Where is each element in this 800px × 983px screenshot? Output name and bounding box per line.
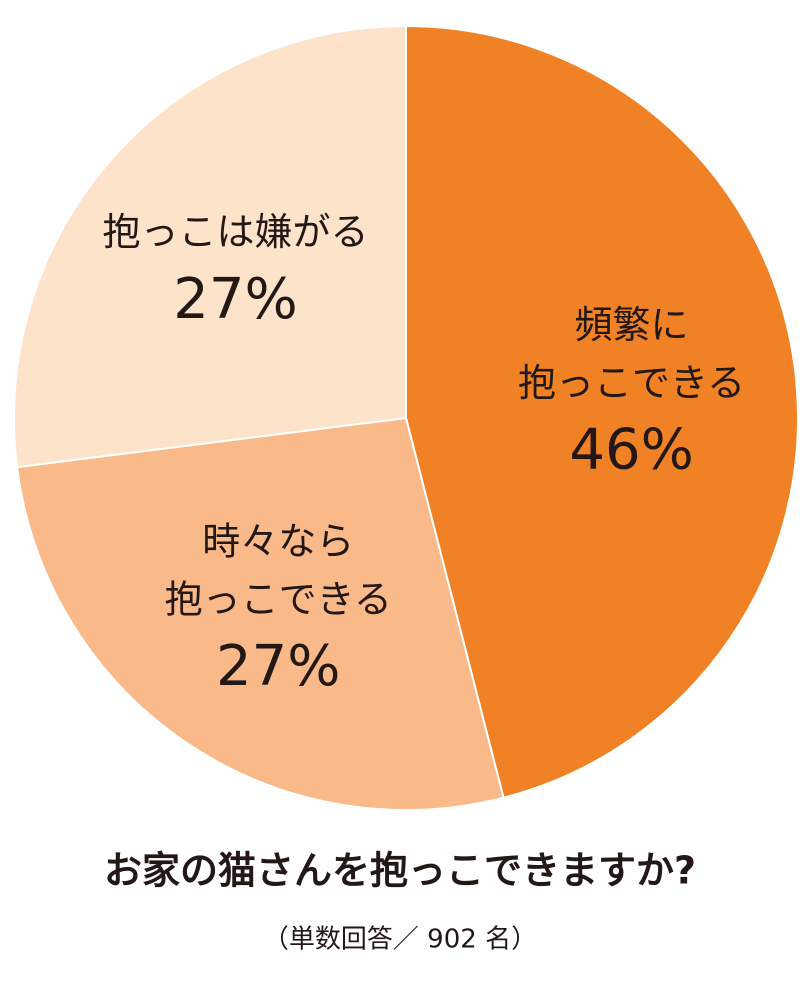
slice-label: 抱っこできる xyxy=(165,578,392,622)
chart-title: お家の猫さんを抱っこできますか? xyxy=(104,849,696,893)
pie-slice xyxy=(13,24,407,469)
value-label: 46% xyxy=(569,418,693,483)
slice-label: 抱っこできる xyxy=(518,361,745,405)
slice-label: 頻繁に xyxy=(575,303,689,347)
value-label: 27% xyxy=(173,267,297,332)
value-label: 27% xyxy=(216,634,340,699)
chart-subtitle: （単数回答／ 902 名） xyxy=(263,925,537,955)
slice-label: 時々なら xyxy=(202,520,354,564)
slice-label: 抱っこは嫌がる xyxy=(102,210,368,254)
pie-slice xyxy=(15,416,505,811)
pie-slice xyxy=(405,24,799,799)
